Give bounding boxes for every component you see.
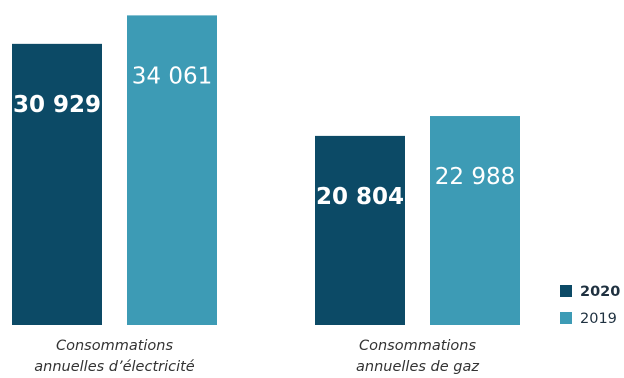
legend-label-2020: 2020: [580, 284, 620, 300]
bar-2020-1: [315, 135, 405, 325]
category-label-0-line-0: Consommations: [56, 338, 174, 354]
category-label-1-line-1: annuelles de gaz: [356, 359, 479, 375]
category-label-0-line-1: annuelles d’électricité: [34, 359, 195, 375]
legend-swatch-2020: [560, 285, 572, 297]
bar-2019-1: [430, 116, 520, 325]
legend-label-2019: 2019: [580, 311, 617, 327]
category-labels-group: Consommations annuelles d’électricité Cons…: [34, 338, 479, 375]
bar-2020-0: [12, 43, 102, 326]
legend: 2020 2019: [560, 284, 620, 327]
category-label-1-line-0: Consommations: [359, 338, 477, 354]
value-label-2019-1: 22 988: [435, 164, 515, 190]
value-label-2020-1: 20 804: [316, 184, 404, 210]
legend-swatch-2019: [560, 312, 572, 324]
bar-2019-0: [127, 15, 217, 326]
value-label-2019-0: 34 061: [132, 63, 212, 89]
bars-group: [12, 15, 520, 326]
value-labels-group: 30 929 34 061 20 804 22 988: [13, 63, 515, 210]
value-label-2020-0: 30 929: [13, 92, 101, 118]
